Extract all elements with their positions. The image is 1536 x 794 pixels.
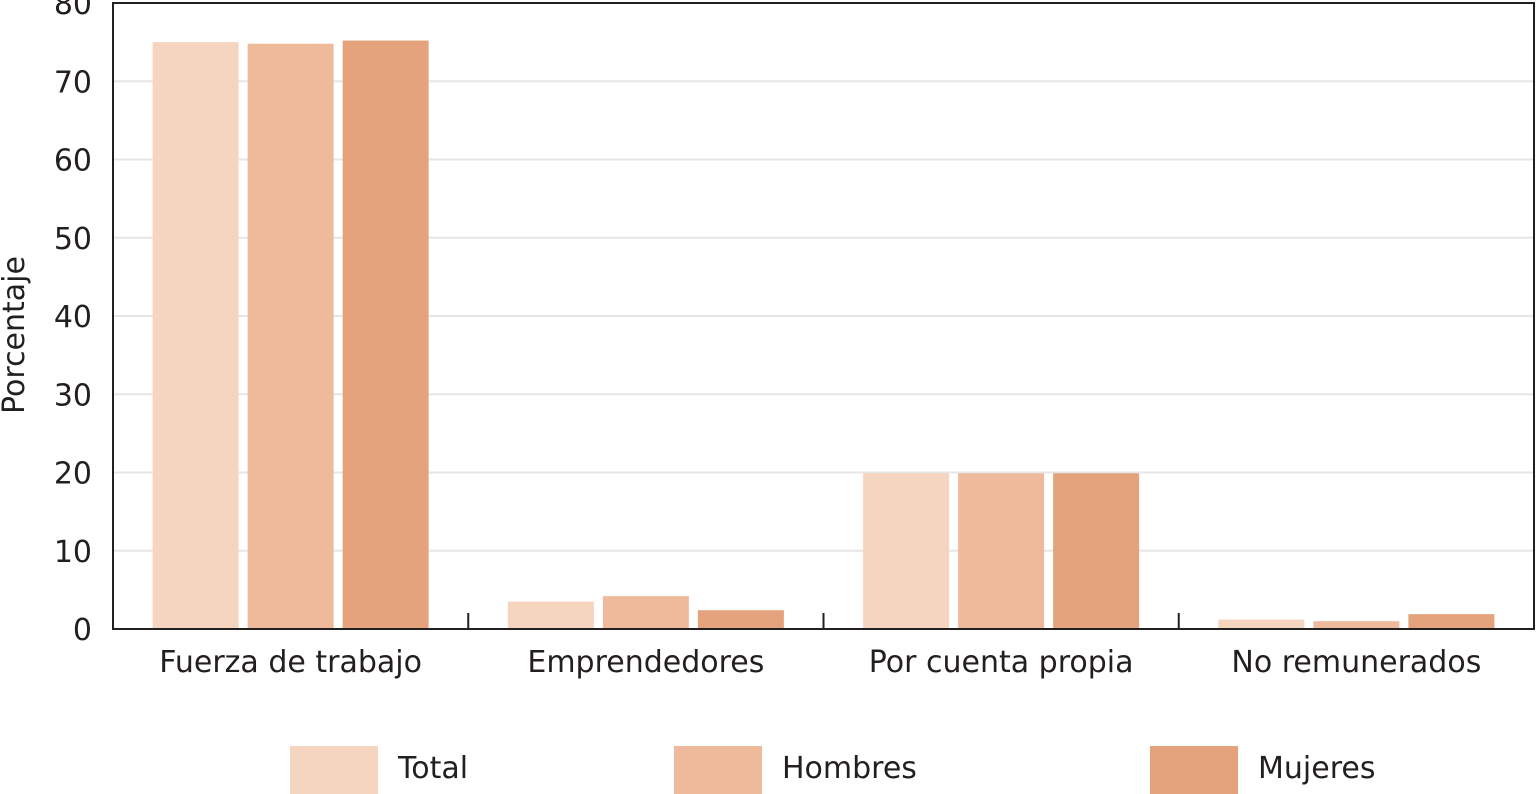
bar-mujeres-1 (342, 40, 429, 630)
bar-total-3 (863, 473, 950, 629)
y-tick-label: 40 (54, 300, 92, 335)
legend: Total Hombres Mujeres (290, 746, 1375, 794)
y-tick-label: 80 (54, 0, 92, 22)
bar-total-1 (152, 42, 239, 629)
y-tick-label: 60 (54, 144, 92, 179)
category-labels: Fuerza de trabajo Emprendedores Por cuenta… (159, 645, 1481, 680)
legend-label-total: Total (397, 751, 468, 786)
bar-mujeres-2 (697, 610, 784, 629)
bar-mujeres-3 (1053, 473, 1140, 629)
legend-swatch-mujeres (1150, 746, 1238, 794)
category-label: Fuerza de trabajo (159, 645, 422, 680)
bars (152, 40, 1495, 630)
y-tick-label: 10 (54, 535, 92, 570)
y-axis-title: Porcentaje (0, 256, 32, 414)
y-tick-labels: 0 10 20 30 40 50 60 70 80 (54, 0, 92, 648)
y-tick-label: 70 (54, 65, 92, 100)
category-label: Por cuenta propia (869, 645, 1134, 680)
bar-total-4 (1218, 619, 1305, 629)
bar-total-2 (507, 601, 594, 629)
bar-mujeres-4 (1408, 614, 1495, 629)
legend-swatch-hombres (674, 746, 762, 794)
y-tick-label: 30 (54, 378, 92, 413)
bar-hombres-1 (247, 43, 334, 629)
axes (467, 613, 1180, 629)
y-tick-label: 20 (54, 457, 92, 492)
legend-label-hombres: Hombres (782, 751, 917, 786)
legend-swatch-total (290, 746, 378, 794)
category-label: Emprendedores (527, 645, 764, 680)
legend-label-mujeres: Mujeres (1258, 751, 1375, 786)
y-tick-label: 50 (54, 222, 92, 257)
bar-hombres-2 (602, 596, 689, 629)
bar-hombres-4 (1313, 621, 1400, 629)
bar-hombres-3 (958, 473, 1045, 629)
y-tick-label: 0 (73, 613, 92, 648)
category-label: No remunerados (1231, 645, 1481, 680)
